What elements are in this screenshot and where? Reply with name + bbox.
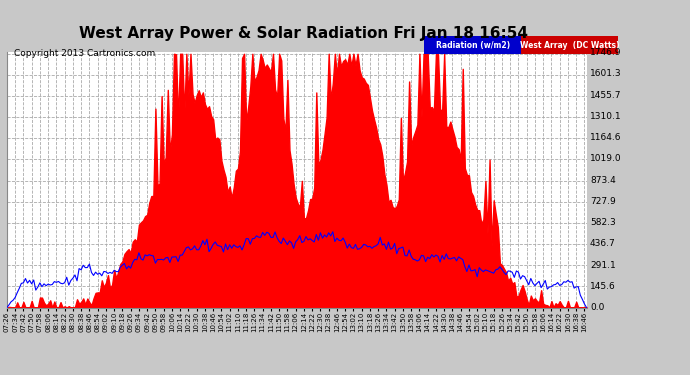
Text: 291.1: 291.1 [590, 261, 615, 270]
Text: 582.3: 582.3 [590, 218, 615, 227]
Text: 145.6: 145.6 [590, 282, 615, 291]
Text: 1310.1: 1310.1 [590, 112, 622, 121]
Text: 436.7: 436.7 [590, 239, 615, 248]
Text: 1164.6: 1164.6 [590, 133, 622, 142]
Text: West Array  (DC Watts): West Array (DC Watts) [520, 41, 619, 50]
Text: 873.4: 873.4 [590, 176, 615, 184]
Text: Copyright 2013 Cartronics.com: Copyright 2013 Cartronics.com [14, 49, 155, 58]
Text: 1746.9: 1746.9 [590, 48, 622, 57]
Text: 0.0: 0.0 [590, 303, 604, 312]
Text: West Array Power & Solar Radiation Fri Jan 18 16:54: West Array Power & Solar Radiation Fri J… [79, 26, 528, 41]
Text: 1455.7: 1455.7 [590, 90, 622, 99]
Text: 727.9: 727.9 [590, 197, 615, 206]
Text: Radiation (w/m2): Radiation (w/m2) [435, 41, 510, 50]
Text: 1601.3: 1601.3 [590, 69, 622, 78]
Text: 1019.0: 1019.0 [590, 154, 622, 163]
